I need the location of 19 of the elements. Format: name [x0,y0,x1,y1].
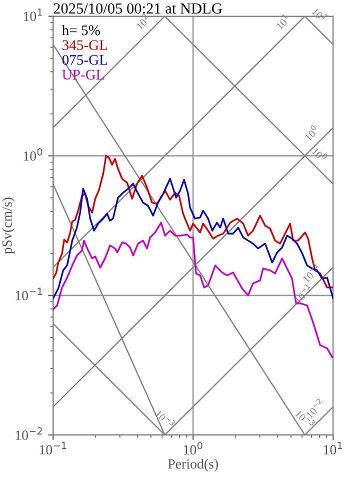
annotation: 10$^{0}$ [312,146,328,162]
y-tick-label: 10$^{−2}$ [16,427,42,440]
y-tick-label: 10$^{1}$ [24,8,42,22]
annotation: 10$^{−1}$ [300,262,322,283]
text: 345-GL [62,40,108,50]
x-tick-label: 10$^{1}$ [324,442,342,454]
y-axis-title: pSv(cm/s) [2,198,15,254]
x-axis-title: Period(s) [168,458,218,472]
text: 075-GL [62,54,108,65]
text: UP-GL [62,70,104,80]
y-tick-label: 10$^{−1}$ [16,288,42,300]
y-tick-label: 10$^{0}$ [24,148,42,161]
x-tick-label: 10$^{0}$ [184,442,202,455]
annotation: 10$^{0}$ [302,124,320,142]
x-tick-label: 10$^{−1}$ [40,442,66,454]
annotation: 10$^{−2}$ [304,398,326,419]
annotation: 10$^{−3}$ [154,408,176,429]
chart-title: 2025/10/05 00:21 at NDLG [54,3,222,14]
legend-title: h= 5% [62,25,100,36]
